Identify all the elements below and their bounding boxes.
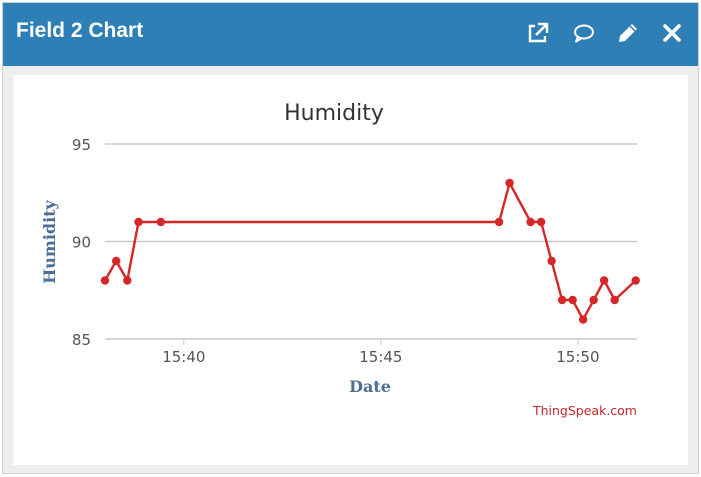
x-tick-label: 15:45 <box>359 348 402 366</box>
data-point[interactable] <box>100 276 110 285</box>
grid-lines <box>105 143 637 345</box>
data-point[interactable] <box>111 256 121 266</box>
close-icon[interactable] <box>660 21 684 45</box>
chart-title: Humidity <box>284 101 384 126</box>
data-point[interactable] <box>631 276 640 285</box>
data-point[interactable] <box>578 315 588 324</box>
x-axis-label: Date <box>349 377 391 396</box>
tick-labels: 85 90 95 15:40 15:45 15:50 <box>72 136 600 366</box>
data-point[interactable] <box>505 178 514 188</box>
data-point[interactable] <box>557 295 567 305</box>
y-tick-label: 90 <box>72 234 91 252</box>
humidity-chart: 85 90 95 15:40 15:45 15:50 Humidity Date Humi… <box>40 101 640 418</box>
widget-header: Field 2 Chart <box>3 3 698 66</box>
data-point[interactable] <box>610 295 619 305</box>
y-tick-label: 95 <box>72 136 91 154</box>
y-tick-label: 85 <box>72 331 91 349</box>
data-point[interactable] <box>547 256 556 266</box>
data-point[interactable] <box>536 217 546 227</box>
thingspeak-credit-link[interactable]: ThingSpeak.com <box>532 403 637 418</box>
pencil-icon[interactable] <box>616 21 640 45</box>
data-point[interactable] <box>156 217 166 227</box>
external-link-icon[interactable] <box>526 21 550 45</box>
widget-title: Field 2 Chart <box>16 19 144 42</box>
data-point[interactable] <box>599 276 609 285</box>
x-tick-label: 15:50 <box>556 348 599 366</box>
comment-icon[interactable] <box>572 21 596 45</box>
x-tick-label: 15:40 <box>162 348 205 366</box>
y-axis-label: Humidity <box>40 199 59 283</box>
series-points <box>100 178 640 324</box>
chart-card: 85 90 95 15:40 15:45 15:50 Humidity Date Humi… <box>13 75 688 465</box>
data-point[interactable] <box>568 295 577 305</box>
data-point[interactable] <box>526 217 535 227</box>
series-line <box>103 181 637 321</box>
data-point[interactable] <box>123 276 132 285</box>
data-point[interactable] <box>494 217 504 227</box>
data-point[interactable] <box>589 295 598 305</box>
data-point[interactable] <box>134 217 143 227</box>
